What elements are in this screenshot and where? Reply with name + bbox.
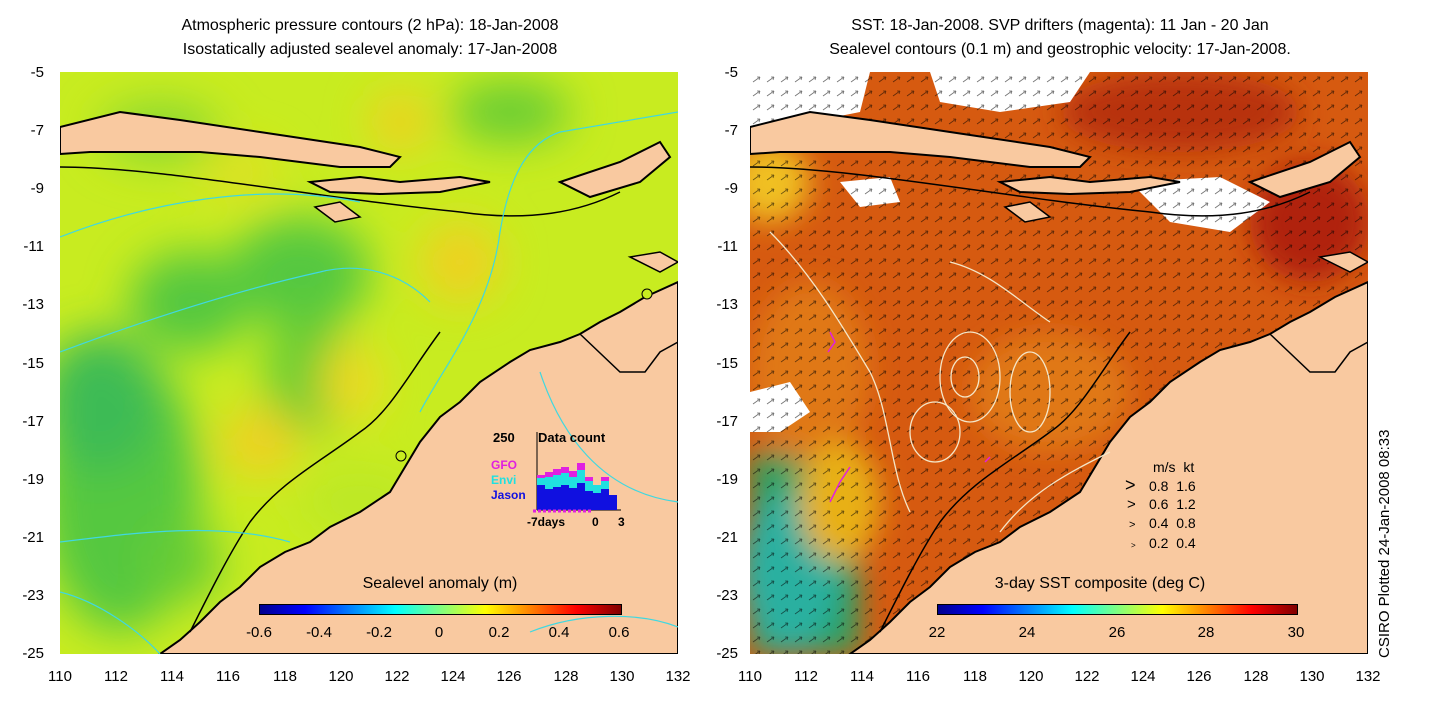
left-cb-tick: 0.4	[548, 624, 570, 641]
velocity-ms: 0.2	[1149, 535, 1169, 551]
inset-x-label-end: 3	[618, 515, 625, 529]
y-tick: -5	[30, 64, 44, 81]
x-tick: 110	[48, 668, 72, 685]
right-title-line2: Sealevel contours (0.1 m) and geostrophi…	[829, 41, 1291, 58]
left-title-line2: Isostatically adjusted sealevel anomaly:…	[182, 41, 558, 58]
left-colorbar-ticks: -0.6 -0.4 -0.2 0 0.2 0.4 0.6	[246, 624, 629, 644]
left-cb-tick: 0.6	[608, 624, 630, 641]
x-tick: 120	[1018, 668, 1044, 685]
y-tick: -17	[22, 413, 44, 430]
right-cb-tick: 22	[928, 624, 946, 641]
left-colorbar-label: Sealevel anomaly (m)	[362, 575, 518, 592]
x-tick: 128	[553, 668, 579, 685]
y-tick: -21	[716, 529, 738, 546]
x-tick: 114	[160, 668, 184, 685]
velocity-legend: m/s kt >0.8 1.6 >0.6 1.2 >0.4 0.8 >0.2 0…	[1125, 458, 1235, 555]
inset-x-label-zero: 0	[592, 515, 599, 529]
x-tick: 132	[665, 668, 691, 685]
sst-map-graphic	[750, 72, 1368, 654]
x-tick: 122	[384, 668, 410, 685]
x-tick: 114	[850, 668, 874, 685]
right-cb-tick: 24	[1018, 624, 1036, 641]
right-colorbar-label: 3-day SST composite (deg C)	[994, 575, 1206, 592]
y-tick: -17	[716, 413, 738, 430]
y-tick: -19	[716, 471, 738, 488]
x-tick: 132	[1355, 668, 1381, 685]
x-tick: 122	[1074, 668, 1100, 685]
right-cb-tick: 30	[1287, 624, 1305, 641]
inset-x-label-start: -7days	[527, 515, 565, 529]
y-tick: -15	[22, 355, 44, 372]
velocity-legend-row: >0.4 0.8	[1129, 515, 1196, 531]
left-cb-tick: -0.2	[366, 624, 392, 641]
x-tick: 130	[609, 668, 635, 685]
y-tick: -7	[30, 122, 44, 139]
y-tick: -15	[716, 355, 738, 372]
y-tick: -25	[22, 645, 44, 662]
right-colorbar-ticks: 22 24 26 28 30	[929, 624, 1305, 644]
left-cb-tick: 0	[434, 624, 444, 641]
velocity-ms: 0.6	[1149, 496, 1169, 512]
y-tick: -7	[724, 122, 738, 139]
left-cb-tick: -0.6	[246, 624, 272, 641]
y-tick: -9	[724, 180, 738, 197]
velocity-legend-row: >0.8 1.6	[1125, 475, 1196, 495]
sst-map	[750, 72, 1368, 654]
left-cb-tick: 0.2	[488, 624, 510, 641]
y-tick: -11	[717, 238, 738, 255]
inset-title: Data count	[538, 430, 606, 445]
y-tick: -19	[22, 471, 44, 488]
data-count-inset: 250 Data count GFO Envi Jason -7days 0 3	[491, 430, 625, 529]
left-cb-tick: -0.4	[306, 624, 332, 641]
x-tick: 124	[440, 668, 466, 685]
velocity-ms: 0.8	[1149, 478, 1169, 494]
x-tick: 126	[496, 668, 522, 685]
x-tick: 130	[1299, 668, 1325, 685]
velocity-kt: 0.8	[1176, 515, 1196, 531]
plot-credit: CSIRO Plotted 24-Jan-2008 08:33	[1376, 429, 1393, 658]
x-tick: 118	[273, 668, 297, 685]
x-tick: 116	[906, 668, 930, 685]
inset-bars	[537, 463, 617, 510]
left-colorbar	[259, 604, 622, 615]
x-tick: 120	[328, 668, 354, 685]
velocity-kt: 1.6	[1176, 478, 1196, 494]
velocity-kt: 0.4	[1176, 535, 1196, 551]
right-title-line1: SST: 18-Jan-2008. SVP drifters (magenta)…	[851, 17, 1269, 34]
x-tick: 110	[738, 668, 762, 685]
inset-legend-jason: Jason	[491, 488, 526, 502]
sealevel-anomaly-map	[60, 72, 678, 654]
inset-legend-gfo: GFO	[491, 458, 517, 472]
y-tick: -23	[716, 587, 738, 604]
inset-count-label: 250	[493, 430, 515, 445]
velocity-legend-row: >0.2 0.4	[1131, 535, 1196, 551]
velocity-legend-row: >0.6 1.2	[1127, 496, 1196, 513]
x-tick: 126	[1186, 668, 1212, 685]
velocity-legend-header-ms: m/s	[1153, 459, 1176, 475]
velocity-ms: 0.4	[1149, 515, 1169, 531]
y-tick: -13	[716, 296, 738, 313]
left-title-line1: Atmospheric pressure contours (2 hPa): 1…	[181, 17, 559, 34]
y-tick: -5	[724, 64, 738, 81]
velocity-legend-header-kt: kt	[1183, 459, 1195, 475]
right-colorbar	[937, 604, 1298, 615]
inset-legend-envi: Envi	[491, 473, 516, 487]
right-cb-tick: 26	[1108, 624, 1126, 641]
drifter-tracks	[827, 331, 991, 503]
x-tick: 118	[963, 668, 987, 685]
sealevel-map-graphic	[60, 72, 678, 654]
x-tick: 112	[104, 668, 128, 685]
x-tick: 116	[216, 668, 240, 685]
y-tick: -23	[22, 587, 44, 604]
velocity-kt: 1.2	[1176, 496, 1196, 512]
x-tick: 128	[1243, 668, 1269, 685]
y-tick: -21	[22, 529, 44, 546]
y-tick: -25	[716, 645, 738, 662]
y-tick: -11	[23, 238, 44, 255]
y-tick: -9	[30, 180, 44, 197]
x-tick: 112	[794, 668, 818, 685]
y-tick: -13	[22, 296, 44, 313]
x-tick: 124	[1130, 668, 1156, 685]
right-cb-tick: 28	[1197, 624, 1215, 641]
